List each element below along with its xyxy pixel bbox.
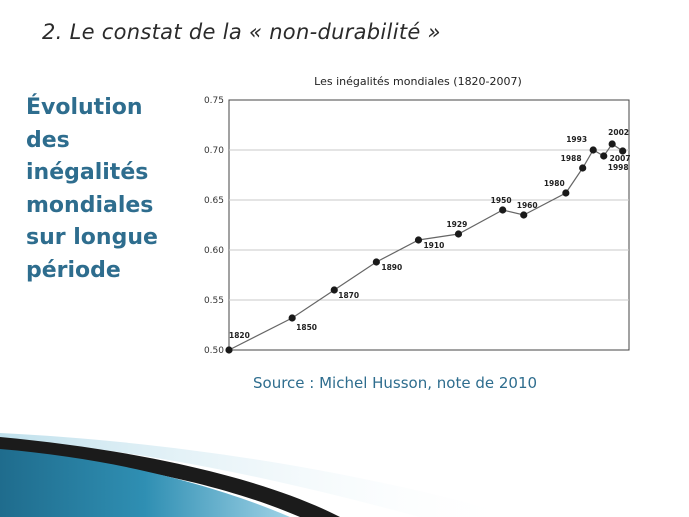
y-tick-labels: 0.50 0.55 0.60 0.65 0.70 0.75 <box>204 96 224 356</box>
data-point <box>499 206 507 214</box>
data-label: 1890 <box>381 263 402 272</box>
side-heading-line: Évolution <box>26 95 143 120</box>
chart-title: Les inégalités mondiales (1820-2007) <box>314 75 522 88</box>
ribbon-blue-stripe <box>0 449 290 517</box>
ribbon-light-stripe <box>0 433 520 517</box>
series-line-group: 1820 1850 1870 1890 1910 1929 1950 1960 1980 1988… <box>225 128 631 354</box>
data-point <box>520 211 528 219</box>
y-tick-label: 0.50 <box>204 346 224 356</box>
data-point <box>372 258 380 266</box>
data-point <box>608 140 616 148</box>
y-tick-label: 0.70 <box>204 146 224 156</box>
y-tick-label: 0.60 <box>204 246 224 256</box>
side-heading-line: période <box>26 257 121 283</box>
ribbon-dark-stripe <box>0 437 340 517</box>
side-heading-line: des <box>26 127 70 153</box>
side-heading-line: inégalités <box>26 160 149 185</box>
chart-container: Les inégalités mondiales (1820-2007) 0.5… <box>185 62 640 374</box>
y-tick-label: 0.75 <box>204 96 224 106</box>
data-point <box>619 147 627 155</box>
data-label: 1988 <box>561 154 582 163</box>
data-point <box>330 286 338 294</box>
source-caption: Source : Michel Husson, note de 2010 <box>253 374 538 392</box>
side-heading: Évolution des inégalités mondiales sur l… <box>26 92 186 287</box>
data-label: 1980 <box>544 179 565 188</box>
plot-frame <box>228 99 630 351</box>
data-label: 1820 <box>229 331 250 340</box>
data-point <box>414 236 423 244</box>
decorative-ribbon <box>0 433 520 517</box>
side-heading-line: mondiales <box>26 192 154 218</box>
data-point <box>589 146 597 154</box>
data-point <box>562 189 570 197</box>
data-label: 1850 <box>296 323 317 332</box>
side-heading-line: sur longue <box>26 225 158 250</box>
y-tick-label: 0.65 <box>204 196 224 206</box>
data-label: 1998 <box>608 163 629 172</box>
slide-title: 2. Le constat de la « non-durabilité » <box>42 20 441 44</box>
inequality-line-chart: Les inégalités mondiales (1820-2007) 0.5… <box>204 75 631 356</box>
data-label: 1870 <box>338 291 359 300</box>
grid-lines <box>229 149 629 301</box>
data-label: 2007 <box>610 154 631 163</box>
data-point <box>600 152 608 160</box>
data-point <box>579 164 587 172</box>
data-point <box>288 314 296 322</box>
data-label: 1960 <box>517 201 538 210</box>
data-label: 2002 <box>608 128 629 137</box>
y-tick-label: 0.55 <box>204 296 224 306</box>
data-label: 1993 <box>566 135 587 144</box>
data-label: 1950 <box>491 196 512 205</box>
data-point <box>454 230 463 238</box>
data-label: 1910 <box>423 241 444 250</box>
data-point <box>225 346 233 354</box>
data-label: 1929 <box>446 220 467 229</box>
